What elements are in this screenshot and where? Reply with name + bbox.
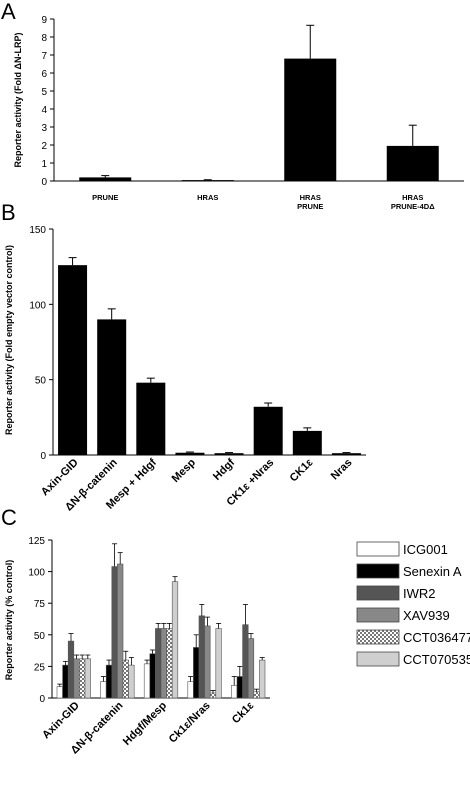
bar-cct036477: [209, 692, 217, 699]
x-tick-label: PRUNE: [297, 202, 323, 211]
bar-cct036477: [79, 658, 86, 699]
bar-xav939: [117, 563, 124, 699]
y-tick-label: 125: [28, 536, 45, 547]
y-tick-label: 0: [41, 177, 47, 188]
x-tick-label: Axin-GID: [40, 700, 82, 742]
legend-label: IWR2: [403, 586, 436, 601]
x-tick-label: PRUNE: [92, 193, 118, 202]
y-axis-label: Reporter activity (Fold ΔN-LRP): [13, 33, 23, 168]
bar-senexin-a: [62, 664, 69, 699]
bar-cct070535: [171, 581, 179, 699]
x-tick-label: PRUNE-4DΔ: [391, 202, 435, 211]
bar-icg001: [187, 681, 194, 699]
bar-icg001: [143, 663, 151, 699]
bar-icg001: [231, 685, 238, 699]
y-tick-label: 100: [28, 568, 45, 579]
bar-cct070535: [128, 664, 135, 699]
x-tick-label: Ck1ε/Nras: [167, 700, 213, 746]
y-tick-label: 4: [41, 105, 47, 116]
x-tick-label: Hdgf/Mesp: [121, 699, 169, 747]
panel-a-letter: A: [1, 0, 16, 24]
y-axis-label: Reporter activity (Fold empty vector con…: [4, 245, 14, 435]
legend-swatch: [356, 651, 400, 667]
bar-cct036477: [122, 659, 129, 699]
bar: [79, 177, 132, 181]
bar-senexin-a: [193, 647, 200, 699]
y-tick-label: 50: [35, 376, 47, 387]
legend-label: CCT036477: [403, 630, 470, 645]
bar: [175, 452, 205, 455]
bar: [284, 58, 337, 181]
y-tick-label: 8: [41, 33, 47, 44]
legend-label: CCT070535: [403, 652, 470, 667]
bar-cct070535: [84, 658, 91, 699]
bar: [97, 319, 127, 455]
bar-senexin-a: [236, 676, 243, 699]
bar-cct070535: [215, 628, 222, 699]
bar-cct036477: [253, 691, 260, 699]
bar-cct070535: [259, 659, 266, 699]
bar: [58, 265, 88, 455]
legend-label: XAV939: [403, 608, 450, 623]
y-tick-label: 50: [34, 631, 46, 642]
bar: [253, 406, 283, 455]
panel-c-letter: C: [1, 505, 17, 530]
bar-iwr2: [242, 624, 249, 699]
bar: [331, 453, 361, 455]
legend-swatch: [356, 563, 400, 579]
y-tick-label: 5: [41, 87, 47, 98]
y-tick-label: 1: [41, 159, 47, 170]
bar: [136, 382, 166, 455]
y-tick-label: 100: [29, 300, 46, 311]
y-tick-label: 75: [34, 599, 46, 610]
bar: [214, 453, 244, 455]
bar-senexin-a: [149, 653, 156, 699]
y-tick-label: 0: [40, 451, 46, 462]
x-tick-label: Mesp: [170, 456, 199, 485]
bar-iwr2: [155, 628, 162, 699]
bar-cct036477: [166, 628, 173, 699]
panel-c-legend: ICG001 Senexin A IWR2 XAV939 CCT036477 CCT070…: [356, 541, 470, 667]
y-tick-label: 0: [39, 694, 45, 705]
legend-swatch: [356, 585, 400, 601]
x-tick-label: Ck1ε: [230, 699, 257, 726]
x-tick-label: CK1ε: [288, 456, 316, 484]
legend-label: Senexin A: [403, 564, 462, 579]
x-tick-label: HRAS: [402, 193, 423, 202]
y-tick-label: 3: [41, 123, 47, 134]
bar-xav939: [73, 658, 80, 699]
x-tick-label: HRAS: [300, 193, 321, 202]
panel-b-letter: B: [1, 200, 16, 225]
bar-icg001: [56, 686, 63, 699]
y-tick-label: 9: [41, 15, 47, 26]
x-tick-label: Nras: [329, 457, 355, 483]
bar-xav939: [247, 638, 255, 699]
bar-senexin-a: [105, 664, 113, 699]
bar-xav939: [160, 628, 167, 699]
y-tick-label: 150: [29, 225, 46, 236]
bar: [386, 145, 439, 181]
y-tick-label: 2: [41, 141, 47, 152]
x-tick-label: HRAS: [197, 193, 218, 202]
legend-label: ICG001: [403, 542, 448, 557]
bar-iwr2: [198, 615, 205, 699]
y-tick-label: 7: [41, 51, 47, 62]
legend-swatch: [356, 541, 400, 557]
bar-iwr2: [111, 566, 118, 699]
legend-swatch: [356, 629, 400, 645]
bar-icg001: [100, 681, 107, 699]
legend-swatch: [356, 607, 400, 623]
bar-iwr2: [67, 640, 75, 699]
y-tick-label: 25: [34, 662, 46, 673]
y-axis-label: Reporter activity (% control): [4, 560, 14, 681]
bar: [292, 430, 322, 455]
bar: [181, 180, 234, 181]
bar-xav939: [204, 625, 211, 699]
y-tick-label: 6: [41, 69, 47, 80]
x-tick-label: Hdgf: [211, 456, 237, 482]
panel-c-chart: 0255075100125Axin-GIDΔN-β-cateninHdgf/Me…: [4, 536, 270, 756]
